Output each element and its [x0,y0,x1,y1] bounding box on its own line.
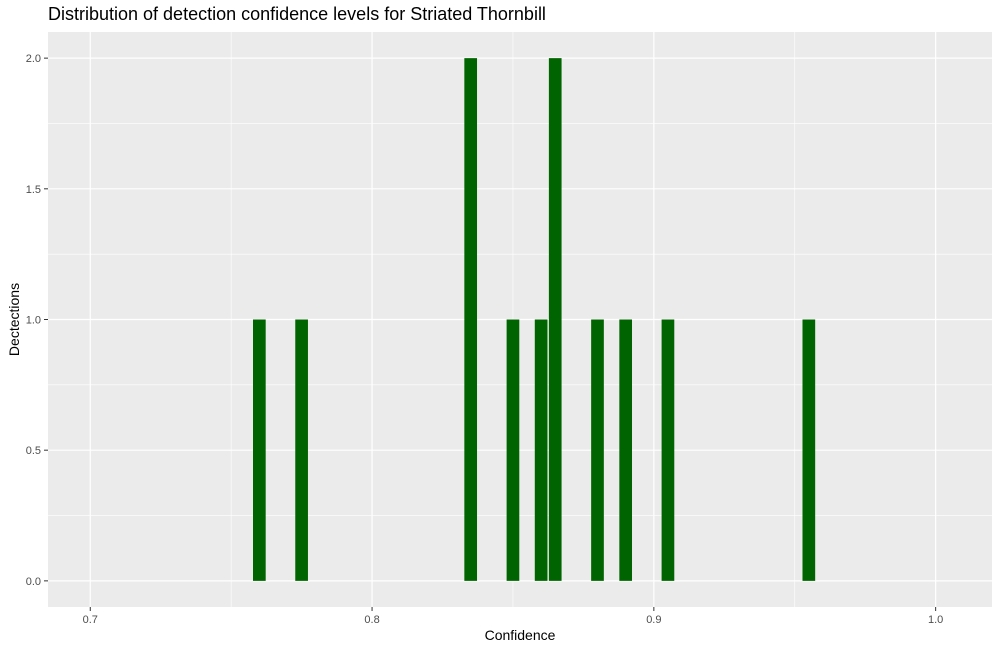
bar [661,319,675,581]
y-tick-label: 0.5 [26,445,41,457]
x-tick-label: 0.9 [646,614,661,626]
y-tick-label: 0.0 [26,576,41,588]
chart-title: Distribution of detection confidence lev… [48,4,546,24]
bar [506,319,520,581]
bar [253,319,266,581]
x-axis-ticks: 0.7 0.8 0.9 1.0 [83,607,943,626]
bar [464,58,478,581]
x-axis-title: Confidence [485,627,556,643]
y-axis-ticks: 0.0 0.5 1.0 1.5 2.0 [26,53,48,588]
bar [295,319,308,581]
x-tick-label: 1.0 [928,614,943,626]
bar [591,319,604,581]
grid-major [48,32,992,607]
bar [619,319,633,581]
y-tick-label: 1.0 [26,315,41,327]
y-tick-label: 1.5 [26,184,41,196]
bars [253,58,816,581]
bar [548,58,562,581]
bar [802,319,816,581]
x-tick-label: 0.7 [83,614,98,626]
y-tick-label: 2.0 [26,53,41,65]
bar [534,319,548,581]
y-axis-title: Dectections [6,283,22,356]
x-tick-label: 0.8 [364,614,379,626]
